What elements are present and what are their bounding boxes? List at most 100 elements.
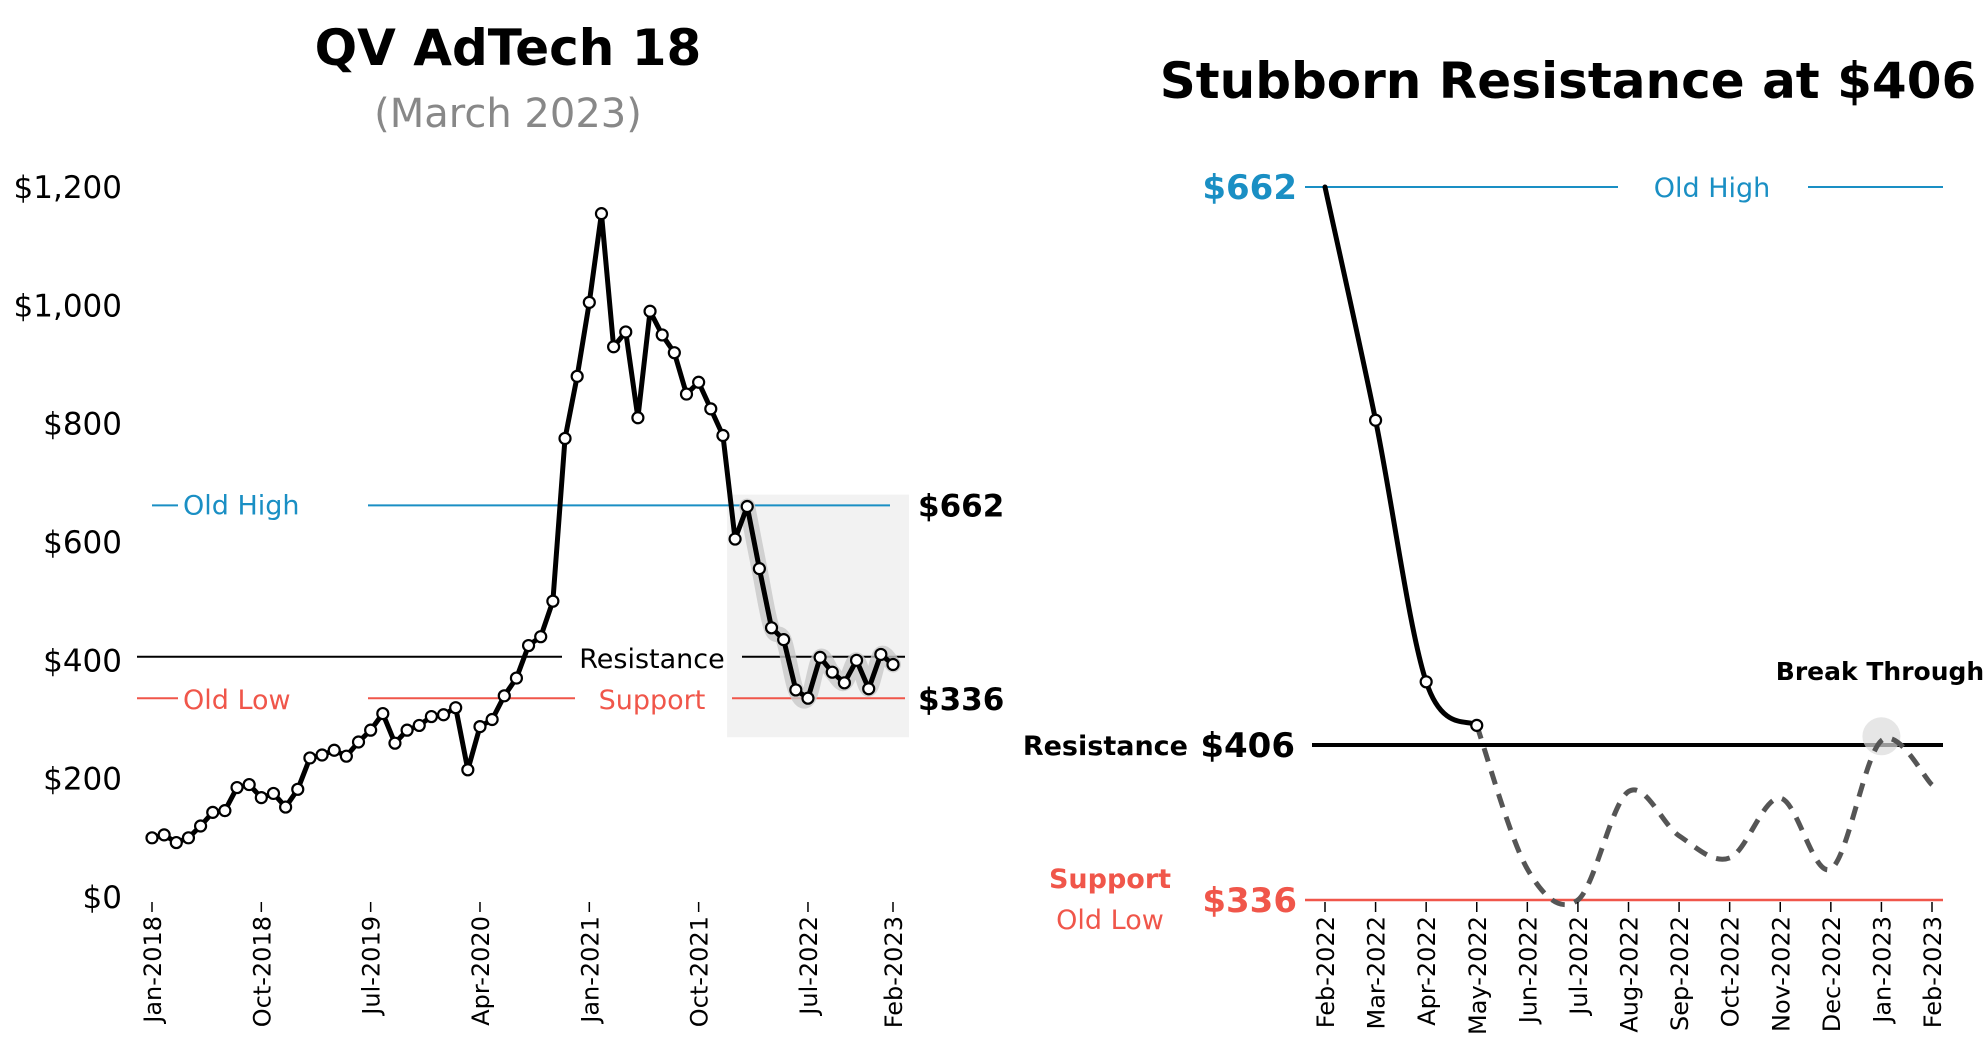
x-tick-label: Jan-2018: [139, 916, 167, 1025]
data-point: [497, 689, 511, 703]
x-tick-label: Jul-2022: [1565, 916, 1593, 1017]
x-tick-label: Oct-2021: [686, 916, 714, 1027]
break-through-label: Break Through: [1776, 657, 1984, 686]
data-point: [339, 749, 353, 763]
data-point: [412, 718, 426, 733]
data-point: [424, 709, 438, 724]
data-point: [254, 790, 268, 805]
data-point: [1419, 675, 1433, 689]
x-tick-label: Mar-2022: [1363, 916, 1391, 1029]
data-point: [1368, 413, 1383, 427]
data-point: [193, 819, 208, 833]
data-point: [704, 402, 718, 416]
data-point: [242, 777, 256, 792]
data-point: [509, 671, 524, 685]
support-label: Support: [1049, 864, 1171, 895]
x-tick-label: Feb-2023: [1919, 916, 1947, 1028]
old-high-value: $662: [1202, 168, 1297, 208]
data-point: [570, 369, 584, 383]
data-point: [777, 633, 791, 647]
data-point: [449, 701, 463, 715]
y-tick-label: $0: [83, 880, 122, 916]
old-high-label: Old High: [183, 490, 300, 521]
data-point: [400, 723, 414, 737]
data-point: [886, 657, 900, 672]
data-point: [206, 805, 220, 819]
support-value: $336: [1202, 881, 1297, 921]
data-point: [145, 831, 159, 845]
data-point: [740, 499, 754, 514]
data-point: [752, 562, 766, 576]
y-tick-label: $600: [43, 525, 122, 561]
x-tick-label: Nov-2022: [1767, 916, 1795, 1032]
data-point: [1470, 718, 1484, 732]
data-point: [376, 706, 390, 721]
data-point: [813, 650, 827, 664]
data-point: [692, 375, 706, 389]
x-tick-label: Jul-2019: [358, 916, 386, 1017]
old-low-value: $336: [918, 682, 1004, 718]
x-tick-label: Sep-2022: [1666, 916, 1694, 1031]
data-point: [874, 647, 888, 662]
x-tick-label: Oct-2022: [1717, 916, 1745, 1027]
data-point: [485, 712, 499, 727]
resistance-value: $406: [1200, 726, 1295, 766]
y-tick-label: $800: [43, 407, 122, 443]
x-tick-label: May-2022: [1464, 916, 1492, 1035]
data-point: [801, 691, 815, 705]
data-point: [303, 751, 317, 765]
left-chart: $0 $200 $400 $600 $800 $1,000 $1,200 Old High $6…: [14, 170, 1005, 1028]
right-chart-title: Stubborn Resistance at $406: [1160, 52, 1977, 110]
data-point: [315, 748, 329, 762]
data-point: [862, 682, 876, 696]
y-tick-label: $400: [43, 643, 122, 679]
data-point: [849, 653, 864, 667]
right-chart: Old High $662 Resistance $406 Support Old Low…: [1023, 168, 1984, 1035]
data-point: [218, 804, 232, 818]
data-point: [157, 828, 171, 842]
projected-price-line: [1474, 724, 1934, 908]
data-point: [230, 780, 244, 795]
data-point: [667, 346, 681, 360]
data-point: [473, 719, 487, 734]
y-tick-label: $1,200: [14, 170, 122, 206]
data-point: [594, 207, 609, 221]
x-tick-label: Feb-2023: [880, 916, 908, 1028]
left-chart-subtitle: (March 2023): [374, 91, 642, 137]
data-point: [582, 295, 596, 309]
data-point: [279, 800, 293, 814]
data-point: [291, 782, 305, 796]
resistance-label: Resistance: [579, 644, 725, 675]
x-tick-label: Apr-2022: [1413, 916, 1441, 1026]
old-low-label: Old Low: [183, 685, 291, 716]
data-point: [825, 665, 839, 679]
data-point: [266, 786, 281, 801]
x-tick-label: Oct-2018: [248, 916, 276, 1027]
data-point: [619, 325, 633, 339]
data-point: [728, 532, 742, 546]
old-low-label: Old Low: [1056, 905, 1164, 936]
x-tick-label: Aug-2022: [1616, 916, 1644, 1033]
x-tick-label: Dec-2022: [1818, 916, 1846, 1032]
data-point: [364, 723, 378, 737]
data-point: [351, 735, 366, 749]
support-label: Support: [599, 685, 706, 716]
data-point: [461, 763, 475, 777]
data-point: [388, 736, 402, 750]
data-point: [607, 340, 621, 354]
resistance-label: Resistance: [1023, 731, 1188, 762]
data-point: [169, 835, 183, 850]
y-tick-label: $1,000: [14, 288, 122, 324]
old-high-value: $662: [918, 488, 1004, 524]
data-point: [631, 411, 645, 425]
data-point: [436, 708, 451, 722]
data-point: [764, 621, 779, 635]
x-tick-label: Jan-2021: [576, 916, 604, 1025]
data-point: [181, 831, 196, 845]
left-chart-title: QV AdTech 18: [315, 19, 702, 77]
y-tick-label: $200: [43, 762, 122, 798]
x-tick-label: Feb-2022: [1312, 916, 1340, 1028]
data-point: [558, 431, 572, 446]
